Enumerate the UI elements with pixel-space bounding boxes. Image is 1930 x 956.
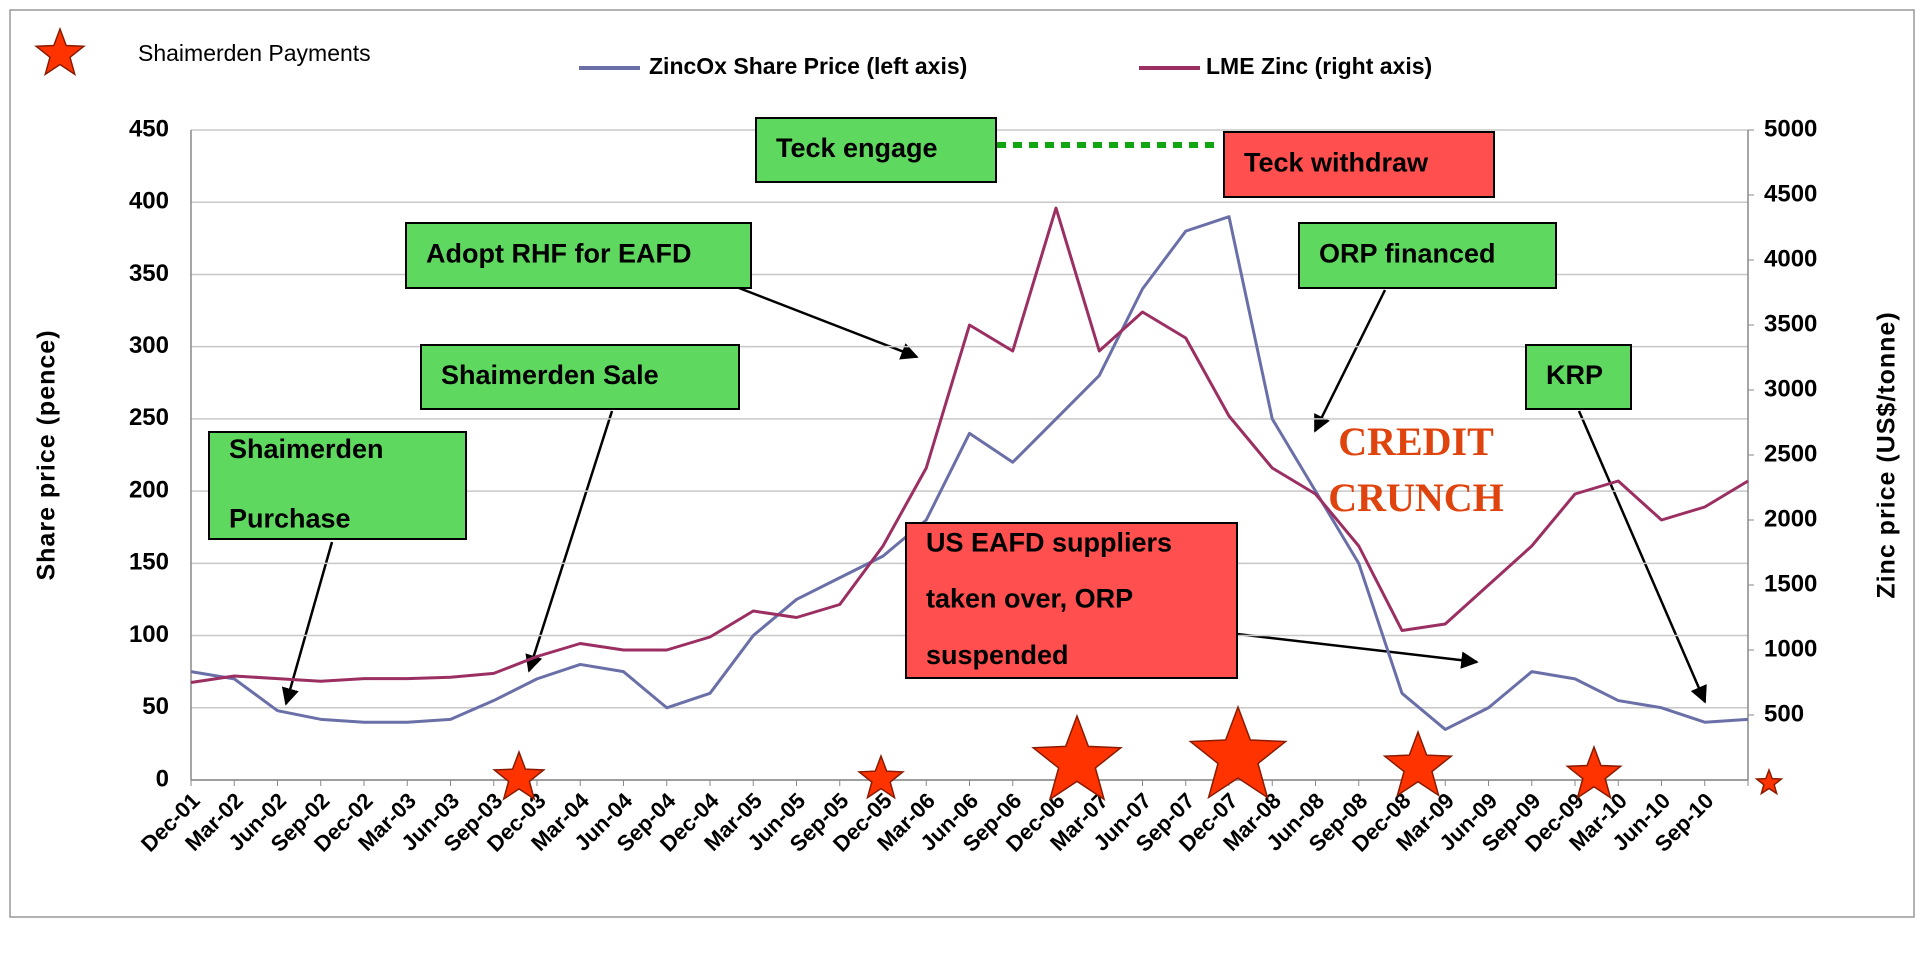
y-tick-label: 200 <box>129 476 169 503</box>
annotation-text: Shaimerden Sale <box>441 360 659 390</box>
annotation-text: taken over, ORP <box>926 584 1133 614</box>
y2-tick-label: 1500 <box>1764 570 1817 597</box>
annotation-box <box>1223 131 1495 198</box>
y2-tick-label: 2500 <box>1764 440 1817 467</box>
payment-star <box>1031 713 1123 801</box>
annotation-text: Shaimerden <box>229 434 384 464</box>
annotation-box <box>1298 222 1557 289</box>
annotation-text: suspended <box>926 640 1069 670</box>
y-tick-label: 250 <box>129 404 169 431</box>
y2-tick-label: 500 <box>1764 700 1804 727</box>
y-tick-label: 150 <box>129 549 169 576</box>
arrow <box>738 286 919 360</box>
y2-tick-label: 1000 <box>1764 635 1817 662</box>
y2-tick-label: 4000 <box>1764 245 1817 272</box>
arrow <box>1313 289 1387 433</box>
legend-label: LME Zinc (right axis) <box>1206 53 1432 79</box>
y-tick-label: 400 <box>129 188 169 215</box>
credit-crunch-text: CREDIT <box>1338 419 1494 464</box>
y-tick-label: 0 <box>156 765 169 792</box>
arrows <box>281 286 1707 706</box>
annotation-box <box>1525 344 1632 410</box>
payment-star <box>1188 704 1288 800</box>
y2-tick-label: 3000 <box>1764 375 1817 402</box>
y2-tick-label: 3500 <box>1764 310 1817 337</box>
annotation-text: KRP <box>1546 360 1603 390</box>
annotation-text: Purchase <box>229 503 351 533</box>
y-axis-title: Share price (pence) <box>33 329 61 580</box>
y-tick-label: 350 <box>129 260 169 287</box>
legend-label: ZincOx Share Price (left axis) <box>649 53 967 79</box>
arrow <box>1236 632 1479 669</box>
y-tick-label: 50 <box>142 693 169 720</box>
y2-axis-title: Zinc price (US$/tonne) <box>1873 311 1901 598</box>
payment-star <box>1382 729 1454 798</box>
y2-tick-label: 4500 <box>1764 180 1817 207</box>
series-line <box>190 206 1749 684</box>
annotation-box <box>905 522 1238 679</box>
annotation-box <box>405 222 752 289</box>
payments-legend-label: Shaimerden Payments <box>138 40 371 66</box>
payment-star <box>857 753 905 800</box>
series-line <box>190 215 1749 731</box>
annotation-text: Adopt RHF for EAFD <box>426 239 691 269</box>
arrow <box>525 410 614 673</box>
credit-crunch-text: CRUNCH <box>1328 475 1504 520</box>
payment-star <box>1565 744 1623 800</box>
payment-star <box>1754 767 1784 796</box>
arrow <box>1577 410 1707 704</box>
y-tick-label: 100 <box>129 621 169 648</box>
y2-tick-label: 2000 <box>1764 505 1817 532</box>
payment-star <box>492 749 546 801</box>
annotation-box <box>208 431 467 540</box>
y2-tick-label: 5000 <box>1764 115 1817 142</box>
annotation-text: US EAFD suppliers <box>926 527 1172 557</box>
y-tick-label: 450 <box>129 115 169 142</box>
arrow <box>281 541 334 706</box>
annotation-box <box>420 344 740 410</box>
y-tick-label: 300 <box>129 332 169 359</box>
annotation-box <box>755 117 997 183</box>
annotation-text: Teck withdraw <box>1244 148 1429 178</box>
annotation-text: Teck engage <box>776 133 938 163</box>
annotation-text: ORP financed <box>1319 239 1496 269</box>
payment-star <box>34 26 86 76</box>
